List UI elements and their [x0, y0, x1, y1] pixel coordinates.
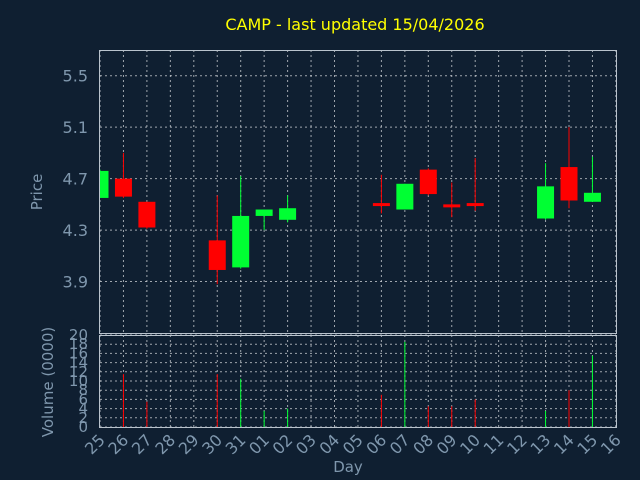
candle-body [372, 203, 390, 207]
x-tick-label: 16 [597, 430, 625, 458]
candle-body [138, 201, 156, 228]
volume-tick-label: 6 [78, 390, 88, 408]
candle-body [208, 240, 226, 270]
x-tick-labels: 2526272829303101020304050607080910111213… [81, 430, 625, 458]
candle-body [396, 183, 414, 210]
candles [99, 127, 601, 285]
price-axis-label: Price [28, 174, 46, 211]
candle-body [443, 204, 461, 208]
price-tick-label: 5.5 [63, 67, 88, 86]
volume-tick-label: 2 [78, 409, 88, 427]
candle-body [419, 169, 437, 195]
chart-title: CAMP - last updated 15/04/2026 [225, 15, 484, 34]
x-axis-label: Day [333, 458, 363, 476]
volume-tick-label: 20 [69, 326, 88, 344]
candle-body [114, 178, 132, 197]
volume-grid [99, 334, 617, 428]
volume-tick-label: 18 [69, 335, 88, 353]
volume-tick-label: 8 [78, 381, 88, 399]
candle-body [583, 192, 601, 202]
price-tick-label: 4.3 [63, 221, 88, 240]
volume-tick-label: 12 [69, 363, 88, 381]
candle-body [279, 208, 297, 220]
volume-tick-label: 16 [69, 344, 88, 362]
price-tick-labels: 3.9 4.3 4.7 5.1 5.5 [63, 67, 88, 292]
candle-body [232, 215, 250, 268]
volume-tick-label: 0 [78, 418, 88, 436]
candle-body [537, 186, 555, 219]
candle-body [100, 170, 109, 198]
volume-tick-label: 4 [78, 400, 88, 418]
volume-bars [122, 341, 593, 427]
candle-body [255, 209, 273, 216]
volume-axis-label: Volume (0000) [39, 327, 57, 437]
candle-body [560, 167, 578, 201]
volume-plot-frame [99, 335, 617, 428]
price-tick-label: 5.1 [63, 118, 88, 137]
price-tick-label: 4.7 [63, 170, 88, 189]
volume-tick-label: 14 [69, 354, 88, 372]
price-plot-frame [99, 50, 617, 334]
price-tick-label: 3.9 [63, 273, 88, 292]
candle-body [466, 203, 484, 207]
volume-tick-label: 10 [69, 372, 88, 390]
